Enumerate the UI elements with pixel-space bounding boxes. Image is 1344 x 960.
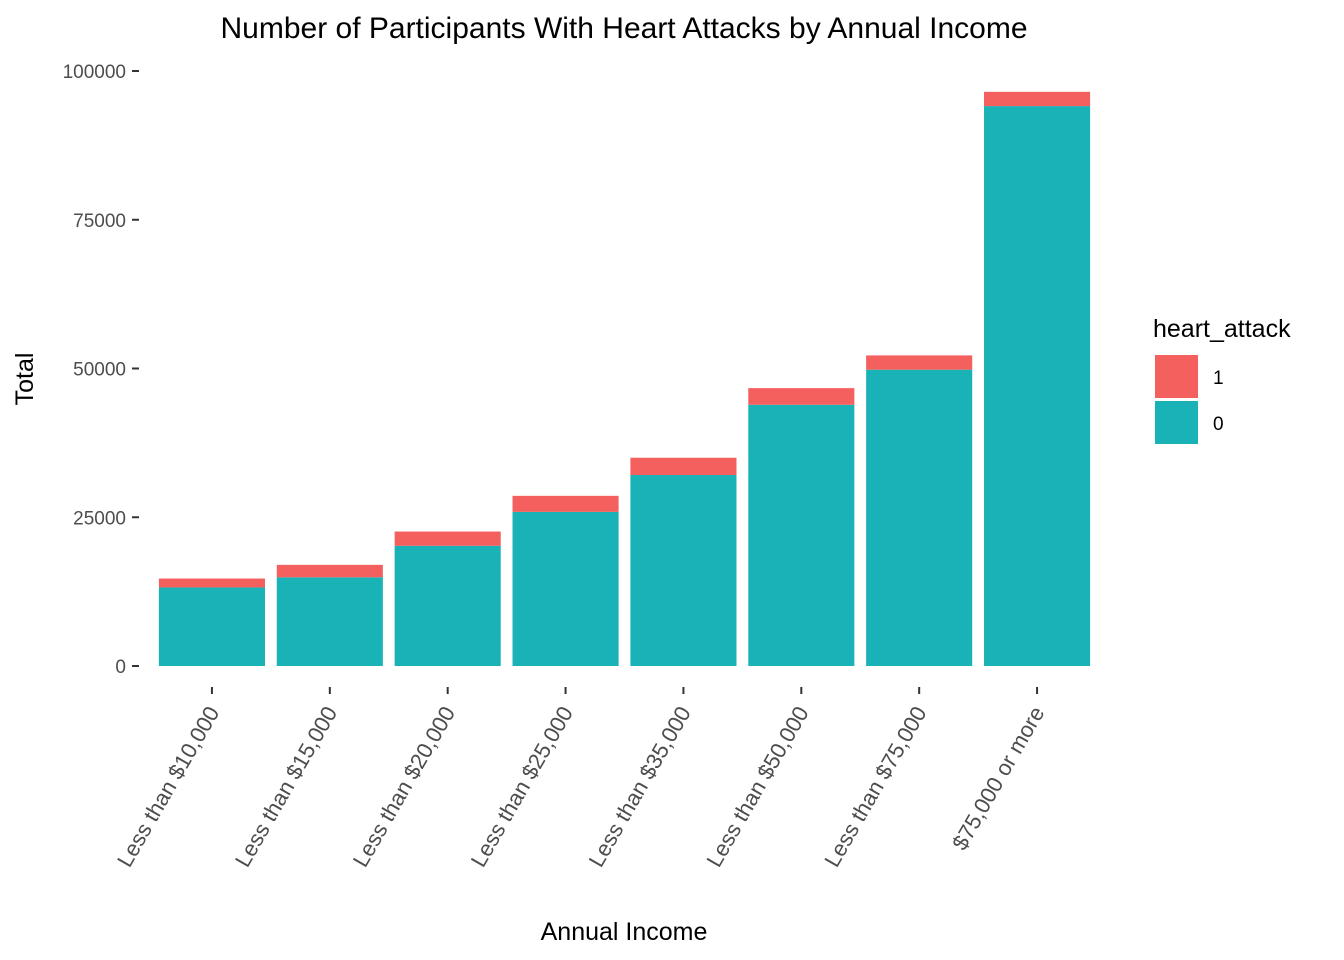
bar-series-0 xyxy=(748,404,855,666)
y-axis: 0 25000 50000 75000 100000 xyxy=(63,62,139,678)
bar-series-1 xyxy=(630,457,737,476)
bar-series-1 xyxy=(866,355,973,370)
bar-series-0 xyxy=(394,545,501,666)
x-tick-label: Less than $35,000 xyxy=(584,702,696,871)
x-tick-label: Less than $20,000 xyxy=(348,702,460,871)
legend-label: 0 xyxy=(1213,414,1224,435)
y-tick-label: 75000 xyxy=(73,211,126,232)
x-tick-label: Less than $25,000 xyxy=(466,702,578,871)
x-tick-label: Less than $10,000 xyxy=(112,702,224,871)
x-tick-label: Less than $75,000 xyxy=(819,702,931,871)
bar-series-1 xyxy=(748,388,855,405)
bar-series-1 xyxy=(512,495,619,512)
y-tick-label: 100000 xyxy=(63,62,126,83)
legend-key-1 xyxy=(1155,355,1198,398)
x-axis: Less than $10,000 Less than $15,000 Less t… xyxy=(112,687,1049,871)
bar-series-0 xyxy=(630,475,737,666)
x-tick-label: Less than $50,000 xyxy=(701,702,813,871)
legend-key-0 xyxy=(1155,401,1198,444)
y-tick-label: 50000 xyxy=(73,360,126,381)
y-tick-label: 0 xyxy=(115,657,126,678)
bar-series-0 xyxy=(512,511,619,666)
x-tick-label: $75,000 or more xyxy=(947,702,1049,854)
legend: heart_attack 1 0 xyxy=(1153,315,1291,444)
bar-series-0 xyxy=(158,587,265,666)
legend-title: heart_attack xyxy=(1153,315,1291,343)
bar-series-0 xyxy=(276,577,383,666)
y-tick-label: 25000 xyxy=(73,508,126,529)
bars xyxy=(158,91,1091,667)
bar-series-1 xyxy=(394,531,501,546)
bar-series-1 xyxy=(984,91,1091,107)
chart-title: Number of Participants With Heart Attack… xyxy=(220,12,1027,45)
y-axis-title: Total xyxy=(11,353,39,406)
legend-label: 1 xyxy=(1213,368,1224,389)
x-tick-label: Less than $15,000 xyxy=(230,702,342,871)
bar-series-1 xyxy=(158,578,265,588)
bar-series-1 xyxy=(276,564,383,578)
bar-series-0 xyxy=(866,369,973,666)
x-axis-title: Annual Income xyxy=(541,918,708,946)
bar-series-0 xyxy=(984,106,1091,667)
